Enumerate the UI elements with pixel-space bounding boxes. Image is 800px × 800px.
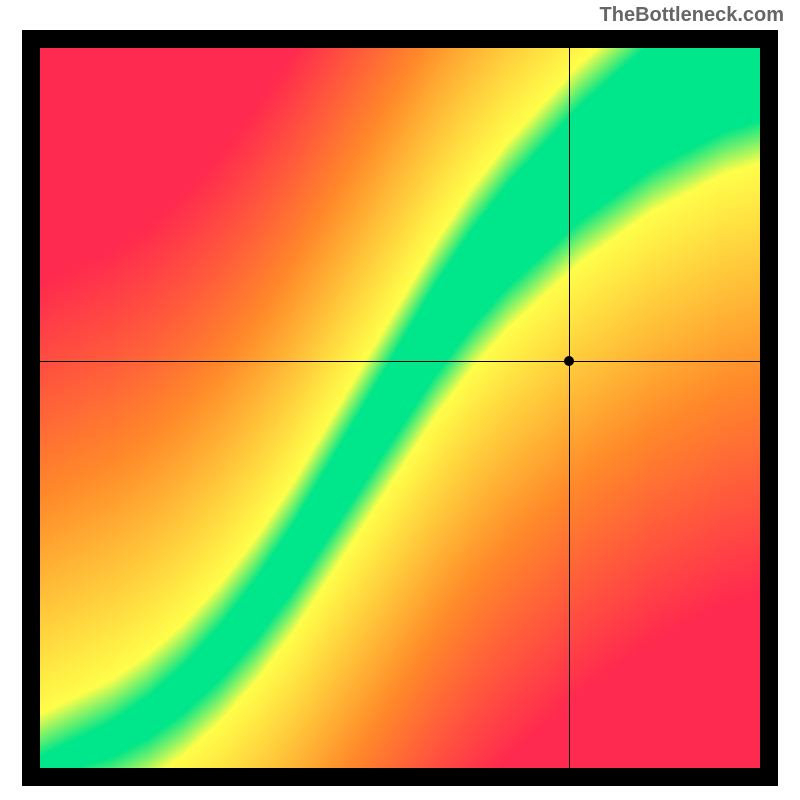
heatmap-canvas	[40, 48, 760, 768]
chart-frame	[22, 30, 778, 786]
crosshair-horizontal	[40, 361, 760, 362]
watermark-text: TheBottleneck.com	[600, 4, 784, 27]
plot-area	[40, 48, 760, 768]
chart-container: TheBottleneck.com	[0, 0, 800, 800]
crosshair-vertical	[569, 48, 570, 768]
